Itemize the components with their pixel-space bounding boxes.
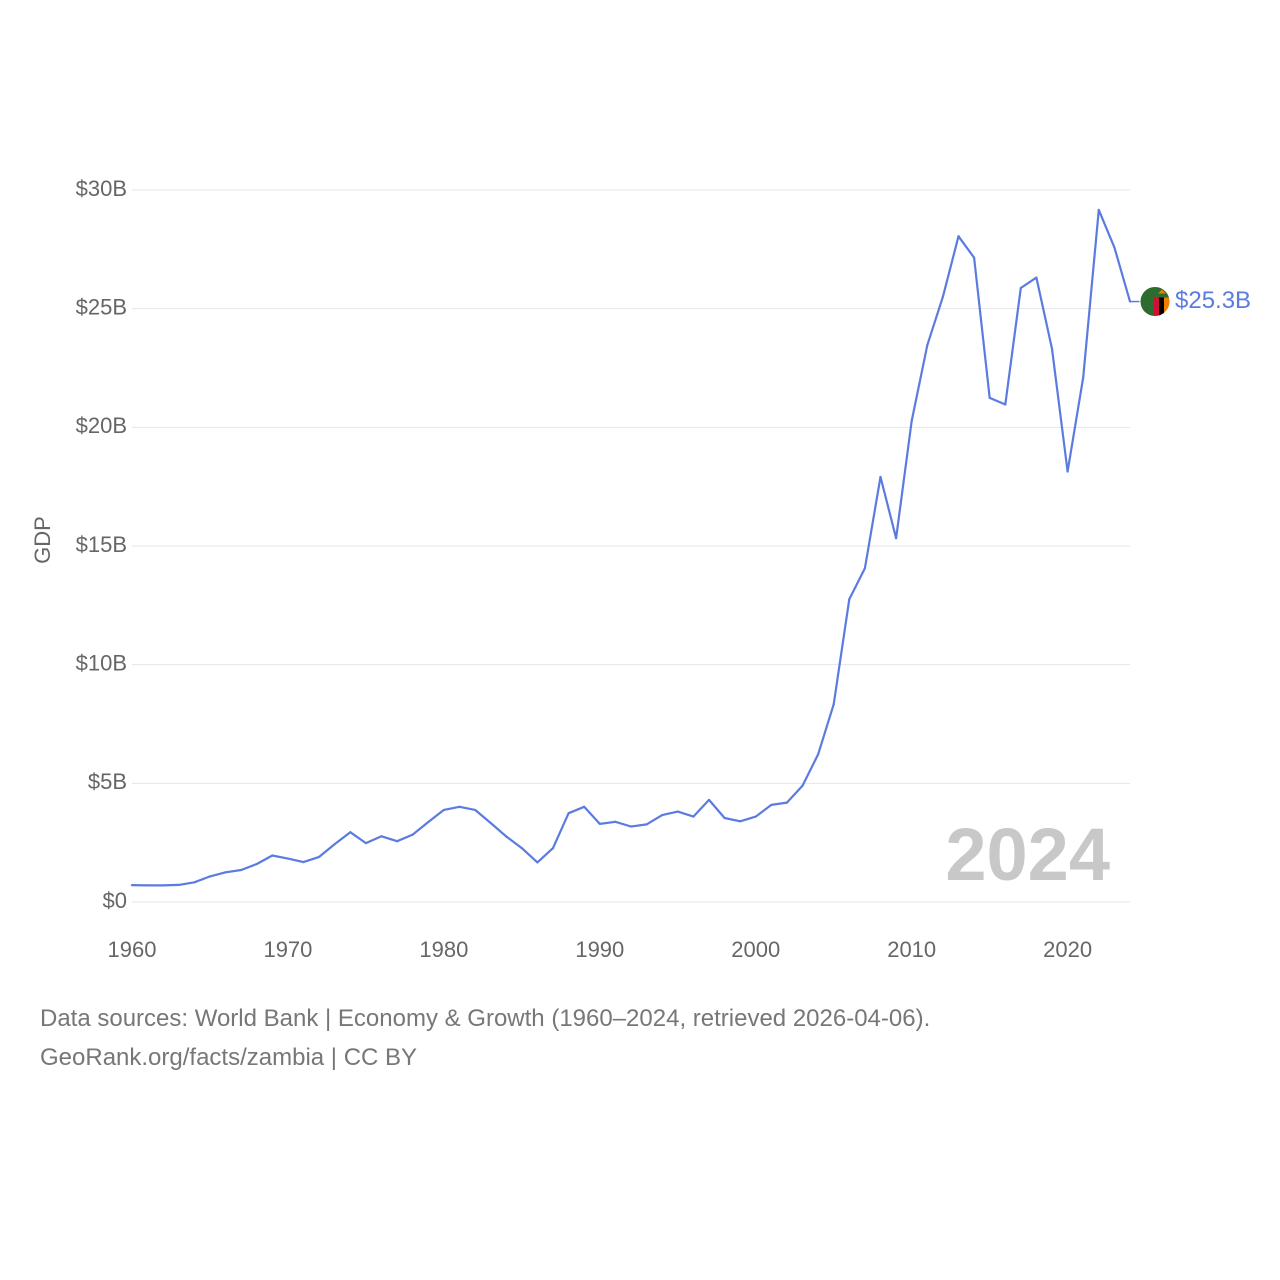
data-point-2018 <box>1035 276 1038 279</box>
end-marker: $25.3B <box>1130 286 1251 318</box>
series-line-gdp <box>131 208 1132 887</box>
data-point-1974 <box>349 831 352 834</box>
end-value-label: $25.3B <box>1175 287 1251 314</box>
data-point-2021 <box>1082 376 1085 379</box>
flag-stripe-red <box>1154 297 1159 317</box>
data-point-1966 <box>224 871 227 874</box>
data-point-1967 <box>240 868 243 872</box>
data-point-1973 <box>333 842 336 846</box>
data-point-1970 <box>286 857 290 860</box>
data-point-2017 <box>1019 286 1022 290</box>
x-tick-label-2010: 2010 <box>887 937 936 962</box>
data-point-2013 <box>957 235 960 238</box>
data-point-2022 <box>1097 208 1100 212</box>
data-point-1976 <box>380 835 383 838</box>
year-watermark: 2024 <box>945 813 1110 896</box>
data-point-2004 <box>817 753 820 756</box>
gridlines <box>132 189 1130 903</box>
x-axis-ticks: 1960 1970 1980 1990 2000 2010 2020 <box>108 937 1093 962</box>
data-point-1969 <box>271 854 274 857</box>
data-point-1994 <box>661 814 664 817</box>
data-point-1998 <box>723 816 726 820</box>
data-point-1992 <box>629 825 633 828</box>
data-point-1978 <box>411 833 414 836</box>
gdp-line-chart: $0$5B$10B$15B$20B$25B$30B 1960 1970 1980 19… <box>30 176 1251 962</box>
data-point-2008 <box>879 475 882 479</box>
y-axis-ticks: $0 $5B $10B $15B $20B $25B $30B <box>76 176 127 913</box>
data-point-2016 <box>1004 403 1007 406</box>
y-axis-label: GDP <box>30 516 55 564</box>
x-tick-label-1970: 1970 <box>263 937 312 962</box>
data-point-2006 <box>848 598 851 601</box>
data-point-2019 <box>1050 347 1054 350</box>
flag-ring <box>1139 286 1171 318</box>
data-point-2002 <box>785 801 789 804</box>
data-point-2000 <box>754 815 757 818</box>
data-point-2003 <box>801 784 804 787</box>
x-tick-label-2020: 2020 <box>1043 937 1092 962</box>
data-point-1996 <box>692 815 695 818</box>
data-point-1962 <box>162 884 165 887</box>
data-point-1971 <box>302 861 305 864</box>
data-point-2001 <box>770 803 773 807</box>
data-point-2005 <box>832 703 835 706</box>
data-point-1981 <box>458 805 461 808</box>
data-point-1993 <box>645 823 648 826</box>
data-point-2011 <box>926 344 929 347</box>
data-point-2009 <box>894 537 898 540</box>
y-tick-label-5: $5B <box>88 769 127 794</box>
data-point-1983 <box>489 821 492 825</box>
data-point-1986 <box>536 861 539 864</box>
data-point-1991 <box>614 820 617 823</box>
data-point-1961 <box>146 884 149 887</box>
data-point-2020 <box>1066 470 1069 473</box>
y-tick-label-0: $0 <box>103 888 127 913</box>
data-point-1985 <box>520 847 523 850</box>
y-tick-label-30: $30B <box>76 176 127 201</box>
data-point-1977 <box>395 840 399 843</box>
data-point-1975 <box>364 842 368 845</box>
y-tick-label-15: $15B <box>76 532 127 557</box>
data-point-1968 <box>255 862 258 866</box>
data-point-1984 <box>505 835 508 838</box>
footer-attribution: GeoRank.org/facts/zambia | CC BY <box>40 1044 418 1071</box>
data-point-2012 <box>941 295 944 298</box>
footer-sources: Data sources: World Bank | Economy & Gro… <box>40 1005 931 1032</box>
y-tick-label-10: $10B <box>76 650 127 675</box>
data-point-2010 <box>910 419 913 423</box>
zambia-flag-icon <box>1140 286 1170 317</box>
data-point-1995 <box>676 810 679 813</box>
data-point-1999 <box>739 820 742 823</box>
data-point-1997 <box>707 798 711 802</box>
data-point-2014 <box>972 256 976 259</box>
data-point-2023 <box>1113 246 1116 249</box>
data-point-1988 <box>567 812 570 815</box>
x-tick-label-1990: 1990 <box>575 937 624 962</box>
y-tick-label-20: $20B <box>76 413 127 438</box>
data-point-1990 <box>598 822 601 826</box>
y-tick-label-25: $25B <box>76 294 127 319</box>
flag-eagle <box>1158 289 1166 294</box>
x-tick-label-1960: 1960 <box>108 937 157 962</box>
data-point-1979 <box>427 820 430 824</box>
flag-stripe-orange <box>1164 297 1170 317</box>
data-point-1964 <box>193 881 196 884</box>
flag-stripe-black <box>1159 297 1164 317</box>
data-point-1965 <box>208 875 212 878</box>
data-point-1963 <box>177 883 180 887</box>
data-point-1980 <box>442 808 445 812</box>
data-point-1982 <box>473 808 477 812</box>
series-layer <box>130 208 1132 887</box>
data-point-1972 <box>318 855 321 859</box>
data-point-1960 <box>130 884 134 887</box>
data-point-1987 <box>551 847 555 850</box>
data-point-2007 <box>863 567 867 570</box>
data-point-2015 <box>988 396 991 400</box>
x-tick-label-2000: 2000 <box>731 937 780 962</box>
data-point-1989 <box>583 805 586 808</box>
x-tick-label-1980: 1980 <box>419 937 468 962</box>
